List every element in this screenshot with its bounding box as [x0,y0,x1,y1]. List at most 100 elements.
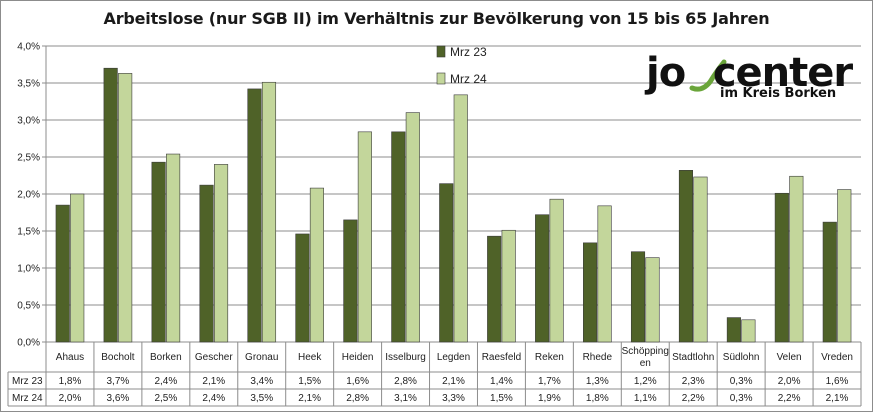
bar-mrz-23 [55,204,70,343]
bar-mrz-24 [261,81,277,343]
bar-mrz-23 [774,192,789,343]
bar-mrz-23 [583,242,598,343]
bar-mrz-24 [741,319,756,343]
category-label: en [640,358,651,369]
data-label: 1,6% [826,376,849,387]
bar-mrz-23 [630,251,646,343]
category-label: Schöpping [622,346,669,357]
data-label: 1,2% [634,376,657,387]
bar-mrz-24 [309,187,324,343]
y-tick-label: 2,0% [17,190,40,201]
y-tick-label: 1,0% [17,264,40,275]
data-label: 2,3% [682,376,705,387]
data-label: 2,2% [682,393,705,404]
bar-mrz-23 [103,67,118,343]
data-label: 2,0% [59,393,82,404]
category-label: Heek [298,352,322,363]
bar-mrz-24 [501,229,516,343]
data-label: 1,3% [586,376,609,387]
category-label: Borken [150,352,182,363]
data-label: 3,6% [107,393,130,404]
bar-mrz-24 [357,131,372,343]
data-label: 2,1% [298,393,321,404]
data-label: 2,4% [202,393,225,404]
data-label: 1,8% [586,393,609,404]
data-label: 1,1% [634,393,657,404]
data-label: 2,8% [346,393,369,404]
data-label: 1,8% [59,376,82,387]
data-label: 1,4% [490,376,513,387]
bar-mrz-24 [166,153,181,343]
bar-mrz-23 [439,183,454,343]
bar-mrz-23 [487,235,502,343]
y-tick-label: 1,5% [17,227,40,238]
legend-label: Mrz 23 [450,45,487,59]
bar-mrz-23 [199,184,214,343]
data-label: 3,1% [394,393,417,404]
data-label: 2,0% [778,376,801,387]
data-label: 1,6% [346,376,369,387]
bar-mrz-24 [70,193,85,343]
data-label: 2,1% [202,376,225,387]
bar-mrz-23 [391,131,406,343]
y-tick-label: 0,0% [17,338,40,349]
y-tick-label: 0,5% [17,301,40,312]
data-label: 2,5% [154,393,177,404]
data-label: 3,5% [250,393,273,404]
bar-mrz-24 [597,205,612,343]
bar-mrz-24 [645,257,660,343]
bar-mrz-23 [247,88,262,343]
bar-mrz-24 [405,112,420,343]
bar-mrz-23 [678,170,694,343]
bar-mrz-23 [295,233,310,343]
data-label: 1,5% [298,376,321,387]
logo-wordmark: jobcenter [646,50,853,96]
bar-mrz-24 [837,189,852,343]
category-label: Velen [777,352,802,363]
chart-title: Arbeitslose (nur SGB II) im Verhältnis z… [103,9,770,28]
data-label: 0,3% [730,376,753,387]
data-label: 3,7% [107,376,130,387]
y-tick-label: 3,5% [17,79,40,90]
category-label: Isselburg [385,352,426,363]
y-tick-label: 4,0% [17,42,40,53]
bar-mrz-24 [693,176,708,343]
data-label: 2,4% [154,376,177,387]
category-label: Heiden [342,352,374,363]
category-label: Gescher [195,352,233,363]
category-label: Vreden [821,352,853,363]
bar-mrz-24 [549,198,564,343]
data-label: 1,9% [538,393,561,404]
bar-mrz-24 [453,94,468,343]
jobcenter-logo: jobcenter im Kreis Borken [646,50,856,108]
legend-label: Mrz 24 [450,72,487,86]
bar-mrz-24 [213,164,229,343]
table-series-name: Mrz 23 [12,376,43,387]
data-label: 2,8% [394,376,417,387]
logo-swoosh-icon [689,59,727,92]
category-label: Gronau [245,352,278,363]
bar-mrz-23 [151,161,166,343]
category-label: Rhede [583,352,613,363]
data-label: 2,1% [826,393,849,404]
table-series-name: Mrz 24 [12,393,43,404]
category-label: Bocholt [101,352,135,363]
bar-mrz-24 [789,175,804,343]
data-label: 1,7% [538,376,561,387]
category-label: Südlohn [723,352,760,363]
legend-swatch [436,45,446,58]
bar-mrz-24 [118,73,133,343]
data-label: 2,1% [442,376,465,387]
y-tick-label: 2,5% [17,153,40,164]
bar-mrz-23 [726,317,741,343]
bar-mrz-23 [822,221,837,343]
bar-mrz-23 [343,219,358,343]
legend-swatch [436,72,446,85]
data-label: 3,3% [442,393,465,404]
category-label: Reken [535,352,564,363]
data-label: 1,5% [490,393,513,404]
bar-mrz-23 [535,214,550,343]
data-label: 3,4% [250,376,273,387]
